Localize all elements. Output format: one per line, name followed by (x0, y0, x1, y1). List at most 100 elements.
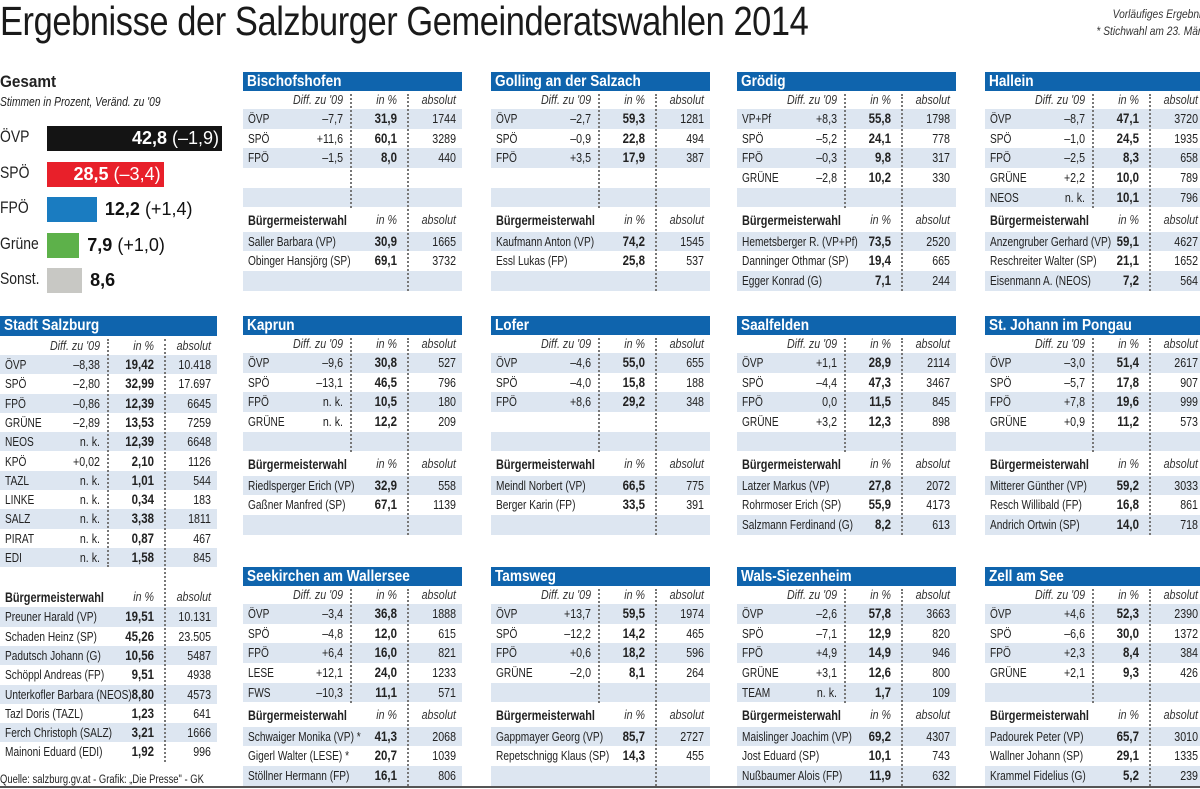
mayor-row: Gaßner Manfred (SP) 67,1 1139 (243, 495, 462, 515)
candidate-name: Padourek Peter (VP) (990, 728, 1084, 744)
column-header-diff: Diff. zu '09 (786, 336, 837, 351)
municipality-table: Seekirchen am Wallersee Diff. zu '09 in % a… (243, 567, 462, 786)
municipality-name: Stadt Salzburg (4, 317, 100, 334)
party-name: FPÖ (248, 150, 269, 166)
party-pct: 24,1 (868, 129, 891, 146)
candidate-abs: 861 (1180, 497, 1198, 513)
mayor-section-title: Bürgermeisterwahl (990, 455, 1089, 472)
candidate-abs: 1139 (433, 497, 456, 513)
party-abs: 317 (932, 150, 950, 166)
candidate-pct: 7,2 (1123, 271, 1139, 288)
party-abs: 658 (1180, 150, 1198, 166)
mayor-header-pct: in % (376, 455, 397, 471)
candidate-abs: 718 (1180, 516, 1198, 532)
party-name: EDI (5, 550, 22, 565)
mayor-row (243, 270, 462, 291)
party-diff: –4,8 (322, 625, 343, 641)
candidate-name: Stöllner Hermann (FP) (248, 767, 350, 783)
mayor-row: Riedlsperger Erich (VP) 32,9 558 (243, 475, 462, 496)
municipality-title-bar: Zell am See (985, 567, 1200, 586)
column-header-diff: Diff. zu '09 (540, 336, 591, 351)
candidate-pct: 8,2 (875, 515, 891, 532)
candidate-pct: 1,23 (131, 704, 154, 721)
party-pct: 12,2 (374, 413, 397, 430)
candidate-abs: 632 (932, 767, 950, 783)
candidate-name: Schaden Heinz (SP) (5, 628, 97, 644)
party-name: FPÖ (990, 150, 1011, 166)
mayor-header-abs: absolut (1163, 211, 1198, 227)
party-pct: 46,5 (374, 373, 397, 390)
party-row (243, 168, 462, 188)
party-abs: 898 (932, 414, 950, 430)
column-divider (901, 94, 903, 291)
party-pct: 9,3 (1123, 664, 1139, 681)
party-name: GRÜNE (742, 414, 779, 430)
candidate-name: Mitterer Günther (VP) (990, 477, 1087, 493)
party-pct: 12,39 (125, 394, 154, 411)
party-pct: 18,2 (622, 644, 645, 661)
party-diff: +12,1 (316, 665, 343, 681)
party-abs: 3289 (432, 130, 456, 146)
candidate-abs: 1335 (1174, 748, 1198, 764)
party-pct: 1,58 (131, 549, 154, 565)
candidate-pct: 25,8 (622, 252, 645, 269)
mayor-row: Meindl Norbert (VP) 66,5 775 (491, 475, 710, 496)
party-abs: 3467 (926, 374, 950, 390)
mayor-row: Repetschnigg Klaus (SP) 14,3 455 (491, 746, 710, 766)
candidate-pct: 14,0 (1116, 515, 1139, 532)
party-abs: 1281 (680, 111, 704, 126)
mayor-header-abs: absolut (915, 211, 950, 227)
column-header-diff: Diff. zu '09 (292, 92, 343, 107)
party-pct: 1,7 (875, 683, 891, 700)
column-header-abs: absolut (669, 587, 704, 602)
municipality-name: Lofer (495, 317, 529, 334)
party-abs: 571 (438, 684, 456, 700)
municipality-title-bar: Tamsweg (491, 567, 710, 586)
party-abs: 615 (438, 625, 456, 641)
party-abs: 1372 (1174, 625, 1198, 641)
gesamt-value: 7,9 (+1,0) (87, 233, 165, 258)
candidate-pct: 7,1 (875, 271, 891, 288)
party-abs: 426 (1180, 665, 1198, 681)
gesamt-value-number: 7,9 (87, 234, 113, 255)
party-diff: n. k. (79, 550, 100, 565)
mayor-section-title: Bürgermeisterwahl (496, 211, 595, 228)
candidate-abs: 239 (1180, 767, 1198, 783)
party-pct: 8,1 (629, 664, 645, 681)
mayor-header-pct: in % (624, 455, 645, 471)
party-pct: 47,3 (868, 373, 891, 390)
column-header-pct: in % (133, 338, 154, 353)
source-note: Quelle: salzburg.gv.at - Grafik: „Die Pr… (0, 774, 204, 786)
party-name: TEAM (742, 684, 771, 700)
gesamt-value-change: (+1,4) (139, 199, 193, 219)
mayor-row: Tazl Doris (TAZL) 1,23 641 (0, 704, 217, 723)
column-header-abs: absolut (669, 336, 704, 351)
party-pct: 14,9 (868, 644, 891, 661)
candidate-name: Andrich Ortwin (SP) (990, 516, 1080, 532)
party-abs: 1798 (926, 111, 950, 126)
party-diff: –5,7 (1064, 374, 1085, 390)
mayor-header-pct: in % (376, 706, 397, 722)
column-divider (901, 338, 903, 535)
mayor-row: Gappmayer Georg (VP) 85,7 2727 (491, 726, 710, 747)
party-name: ÖVP (248, 606, 270, 621)
party-abs: 845 (193, 550, 211, 565)
party-diff: +4,6 (1063, 606, 1085, 621)
gesamt-value-change: (–1,9) (167, 128, 220, 148)
party-pct: 11,5 (869, 393, 891, 410)
party-pct: 32,99 (125, 375, 154, 392)
gesamt-value-change: (–3,4) (108, 163, 161, 184)
candidate-abs: 806 (438, 767, 456, 783)
party-pct: 59,3 (622, 110, 645, 126)
municipality-name: Saalfelden (741, 317, 810, 334)
column-divider (407, 94, 409, 291)
candidate-abs: 455 (686, 748, 704, 764)
mayor-row (491, 270, 710, 291)
party-name: SPÖ (742, 374, 764, 390)
candidate-name: Latzer Markus (VP) (742, 477, 830, 493)
party-diff: +3,5 (569, 150, 591, 166)
column-header-abs: absolut (1163, 587, 1198, 602)
candidate-pct: 9,51 (131, 666, 154, 683)
column-divider (1092, 338, 1094, 452)
party-diff: –7,7 (322, 111, 343, 126)
